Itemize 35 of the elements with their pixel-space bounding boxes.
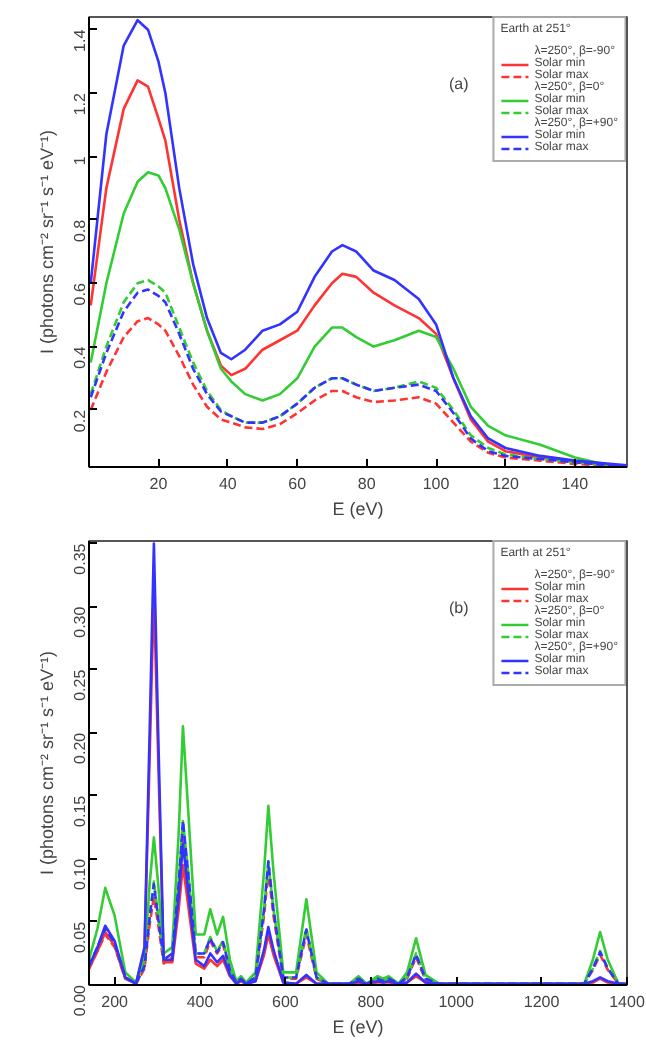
y-tick-label: 0.25: [71, 668, 89, 701]
y-tick-label: 0.10: [71, 857, 89, 890]
y-tick-label: 0.15: [71, 794, 89, 827]
y-tick-label: 0.00: [71, 983, 89, 1017]
y-tick-label: 1.2: [71, 91, 89, 116]
x-tick-label: 1000: [438, 993, 476, 1011]
y-tick-label: 0.30: [71, 605, 89, 638]
y-tick-label: 0.20: [71, 731, 89, 764]
y-tick-label: 0.05: [71, 920, 89, 954]
x-tick-label: 20: [149, 475, 169, 493]
x-axis-title: E (eV): [332, 1017, 384, 1037]
y-tick-label: 0.8: [71, 218, 89, 243]
annotation: (a): [449, 75, 470, 93]
x-tick-label: 1200: [523, 993, 561, 1011]
x-tick-label: 1400: [609, 993, 646, 1011]
x-tick-label: 80: [357, 475, 377, 493]
y-tick-label: 0.2: [71, 408, 89, 433]
x-tick-label: 200: [101, 993, 130, 1011]
x-tick-label: 400: [186, 993, 215, 1011]
annotation: (b): [449, 599, 470, 617]
x-tick-label: 800: [357, 993, 386, 1011]
y-axis-title: I (photons cm⁻² sr⁻¹ s⁻¹ eV⁻¹): [37, 129, 57, 355]
y-tick-label: 0.4: [71, 345, 89, 369]
x-tick-label: 140: [561, 475, 590, 493]
y-tick-label: 1.4: [71, 28, 89, 52]
x-tick-label: 600: [272, 993, 300, 1011]
x-tick-label: 60: [288, 475, 308, 493]
y-tick-label: 1: [71, 155, 89, 166]
y-tick-label: 0.6: [71, 282, 89, 306]
x-tick-label: 120: [492, 475, 520, 493]
y-axis-title: I (photons cm⁻² sr⁻¹ s⁻¹ eV⁻¹): [37, 650, 57, 876]
x-tick-label: 40: [218, 475, 238, 493]
x-tick-label: 100: [422, 475, 451, 493]
y-tick-label: 0.35: [71, 542, 89, 575]
x-axis-title: E (eV): [332, 499, 384, 519]
